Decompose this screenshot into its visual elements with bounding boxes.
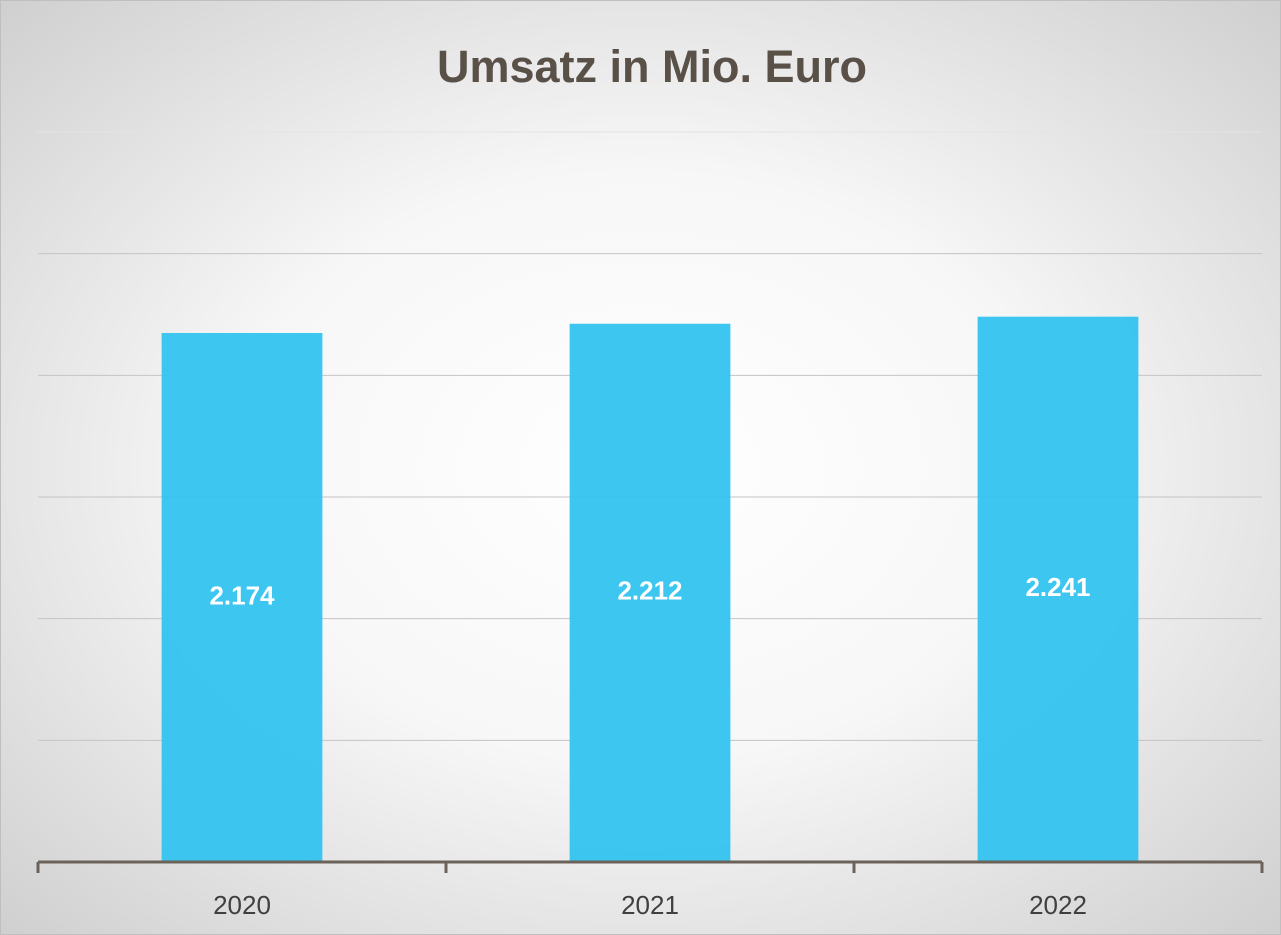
data-label: 2.241 [1025, 572, 1090, 602]
bar [569, 323, 731, 862]
x-tick-label: 2020 [213, 890, 271, 920]
bar [161, 332, 323, 862]
data-label: 2.212 [617, 576, 682, 606]
data-label: 2.174 [209, 580, 275, 610]
x-tick-label: 2021 [621, 890, 679, 920]
bar [977, 316, 1139, 862]
x-tick-label: 2022 [1029, 890, 1087, 920]
chart-title: Umsatz in Mio. Euro [437, 41, 867, 92]
